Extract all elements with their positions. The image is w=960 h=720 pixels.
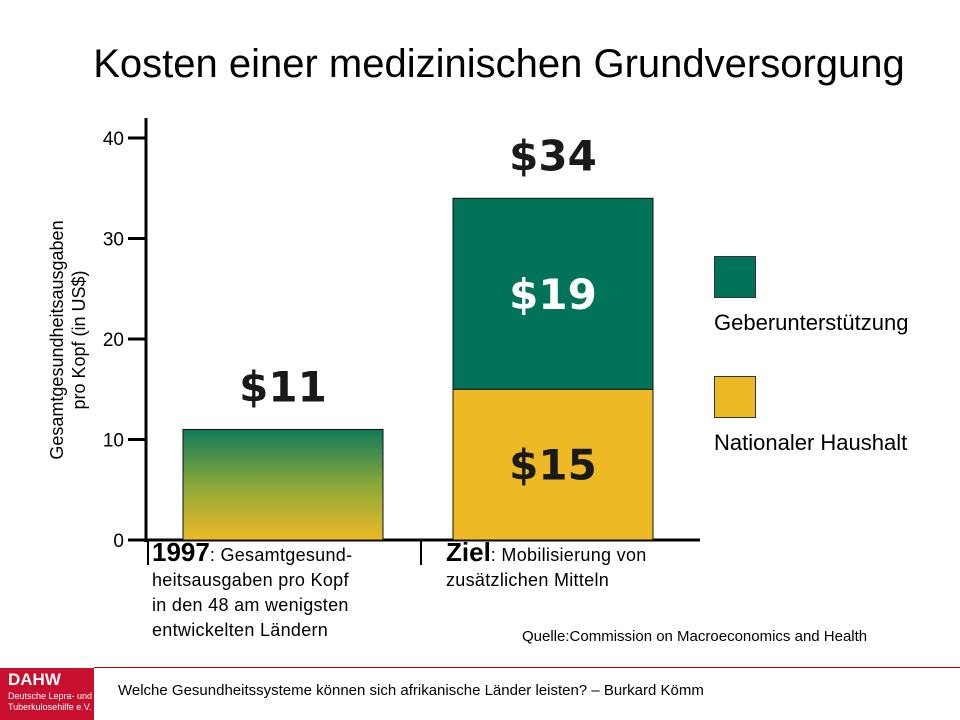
logo-line2: Tuberkulosehilfe e.V. (8, 702, 92, 712)
logo-subtitle: Deutsche Lepra- und Tuberkulosehilfe e.V… (8, 691, 92, 713)
bar-total-label: $34 (509, 131, 597, 180)
y-tick-label: 10 (103, 431, 124, 452)
caption-1997-bold: 1997 (152, 537, 210, 567)
bar-segment-haushalt (452, 388, 654, 541)
caption-1997-line4: entwickelten Ländern (152, 620, 329, 640)
y-tick-label: 30 (103, 230, 124, 251)
y-tick-label: 20 (103, 330, 124, 351)
caption-ziel-line2: zusätzlichen Mitteln (446, 570, 610, 590)
caption-1997-line3: in den 48 am wenigsten (152, 595, 349, 615)
caption-ziel: Ziel: Mobilisierung von zusätzlichen Mit… (446, 537, 716, 593)
caption-ziel-line1: : Mobilisierung von (490, 545, 647, 565)
bar-segment-geber (452, 197, 654, 390)
caption-1997-line2: heitsausgaben pro Kopf (152, 570, 349, 590)
segment-value-label: $15 (509, 441, 597, 490)
logo-line1: Deutsche Lepra- und (8, 691, 93, 701)
caption-1997-line1: : Gesamtgesund- (209, 545, 353, 565)
bar-total-label: $11 (239, 362, 327, 411)
legend-label-haushalt: Nationaler Haushalt (714, 430, 908, 455)
logo-name: DAHW (8, 670, 61, 689)
caption-ziel-bold: Ziel (446, 537, 491, 567)
legend-swatch-geber (714, 256, 756, 298)
caption-1997: 1997: Gesamtgesund- heitsausgaben pro Ko… (152, 537, 422, 643)
page-title: Kosten einer medizinischen Grundversorgu… (93, 42, 905, 86)
dahw-logo: DAHW Deutsche Lepra- und Tuberkulosehilf… (0, 668, 94, 720)
legend-swatch-haushalt (714, 376, 756, 418)
legend-label-geber: Geberunterstützung (714, 310, 909, 335)
source-note: Quelle:Commission on Macroeconomics and … (522, 628, 868, 645)
y-tick-label: 40 (103, 129, 124, 150)
bar-1997 (182, 428, 384, 541)
y-tick-label: 0 (113, 531, 124, 552)
segment-value-label: $19 (509, 270, 597, 319)
footer-text: Welche Gesundheitssysteme können sich af… (118, 682, 704, 699)
footer-divider (94, 667, 960, 668)
